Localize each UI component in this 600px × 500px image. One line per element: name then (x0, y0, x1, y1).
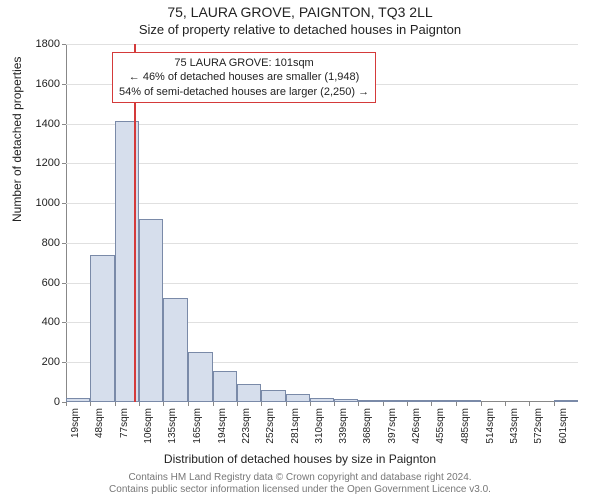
histogram-bar (456, 400, 480, 402)
y-tick-label: 800 (42, 237, 60, 249)
y-tick-mark (62, 124, 66, 125)
y-tick-mark (62, 283, 66, 284)
x-tick-mark (505, 402, 506, 406)
x-tick-label: 368sqm (362, 408, 373, 458)
chart-container: 75, LAURA GROVE, PAIGNTON, TQ3 2LL Size … (0, 0, 600, 500)
y-tick-label: 200 (42, 356, 60, 368)
histogram-bar (66, 398, 90, 402)
histogram-bar (286, 394, 310, 402)
y-tick-mark (62, 44, 66, 45)
x-tick-mark (286, 402, 287, 406)
y-tick-label: 400 (42, 316, 60, 328)
y-tick-mark (62, 322, 66, 323)
x-tick-mark (115, 402, 116, 406)
y-tick-mark (62, 362, 66, 363)
footer-line2: Contains public sector information licen… (109, 484, 491, 495)
x-tick-mark (310, 402, 311, 406)
x-tick-mark (139, 402, 140, 406)
grid-line (66, 44, 578, 45)
infobox-line3: 54% of semi-detached houses are larger (… (119, 85, 369, 99)
chart-title-line2: Size of property relative to detached ho… (0, 22, 600, 37)
y-tick-label: 1600 (36, 78, 60, 90)
y-tick-label: 1200 (36, 157, 60, 169)
x-tick-label: 77sqm (119, 408, 130, 458)
histogram-bar (261, 390, 285, 402)
x-tick-label: 543sqm (509, 408, 520, 458)
histogram-bar (431, 400, 455, 402)
footer-line1: Contains HM Land Registry data © Crown c… (128, 472, 471, 483)
chart-title-line1: 75, LAURA GROVE, PAIGNTON, TQ3 2LL (0, 4, 600, 20)
histogram-bar (90, 255, 114, 402)
histogram-bar (407, 400, 431, 402)
y-tick-label: 0 (54, 396, 60, 408)
x-tick-label: 397sqm (387, 408, 398, 458)
x-tick-mark (383, 402, 384, 406)
x-tick-label: 223sqm (241, 408, 252, 458)
x-tick-label: 310sqm (314, 408, 325, 458)
y-tick-label: 600 (42, 277, 60, 289)
histogram-bar (334, 399, 358, 402)
histogram-bar (358, 400, 382, 402)
property-info-box: 75 LAURA GROVE: 101sqm← 46% of detached … (112, 52, 376, 103)
x-tick-label: 514sqm (485, 408, 496, 458)
histogram-bar (139, 219, 163, 402)
histogram-bar (213, 371, 237, 402)
histogram-bar (383, 400, 407, 402)
x-tick-label: 281sqm (290, 408, 301, 458)
x-tick-mark (554, 402, 555, 406)
x-tick-mark (163, 402, 164, 406)
x-tick-mark (66, 402, 67, 406)
infobox-line2: ← 46% of detached houses are smaller (1,… (119, 70, 369, 84)
y-tick-mark (62, 243, 66, 244)
x-tick-mark (188, 402, 189, 406)
x-tick-mark (358, 402, 359, 406)
x-tick-mark (431, 402, 432, 406)
y-tick-mark (62, 163, 66, 164)
x-tick-label: 165sqm (192, 408, 203, 458)
y-axis-label: Number of detached properties (10, 57, 24, 222)
footer-attribution: Contains HM Land Registry data © Crown c… (0, 472, 600, 496)
x-tick-mark (90, 402, 91, 406)
x-tick-mark (213, 402, 214, 406)
grid-line (66, 203, 578, 204)
x-tick-label: 135sqm (167, 408, 178, 458)
x-tick-mark (481, 402, 482, 406)
y-tick-label: 1400 (36, 118, 60, 130)
x-tick-mark (334, 402, 335, 406)
x-tick-label: 455sqm (435, 408, 446, 458)
x-tick-label: 106sqm (143, 408, 154, 458)
x-tick-label: 339sqm (338, 408, 349, 458)
grid-line (66, 163, 578, 164)
x-tick-label: 485sqm (460, 408, 471, 458)
y-tick-mark (62, 84, 66, 85)
y-tick-label: 1000 (36, 197, 60, 209)
x-tick-mark (407, 402, 408, 406)
x-tick-label: 572sqm (533, 408, 544, 458)
x-tick-label: 48sqm (94, 408, 105, 458)
x-tick-mark (261, 402, 262, 406)
histogram-bar (188, 352, 212, 402)
y-tick-mark (62, 203, 66, 204)
x-tick-mark (456, 402, 457, 406)
x-tick-mark (529, 402, 530, 406)
grid-line (66, 124, 578, 125)
histogram-bar (163, 298, 187, 402)
histogram-bar (554, 400, 578, 402)
x-tick-label: 19sqm (70, 408, 81, 458)
x-tick-label: 252sqm (265, 408, 276, 458)
histogram-bar (237, 384, 261, 402)
histogram-bar (310, 398, 334, 402)
infobox-line1: 75 LAURA GROVE: 101sqm (119, 56, 369, 70)
x-tick-label: 601sqm (558, 408, 569, 458)
y-axis-line (66, 44, 67, 402)
x-tick-label: 426sqm (411, 408, 422, 458)
x-tick-label: 194sqm (217, 408, 228, 458)
x-tick-mark (237, 402, 238, 406)
y-tick-label: 1800 (36, 38, 60, 50)
